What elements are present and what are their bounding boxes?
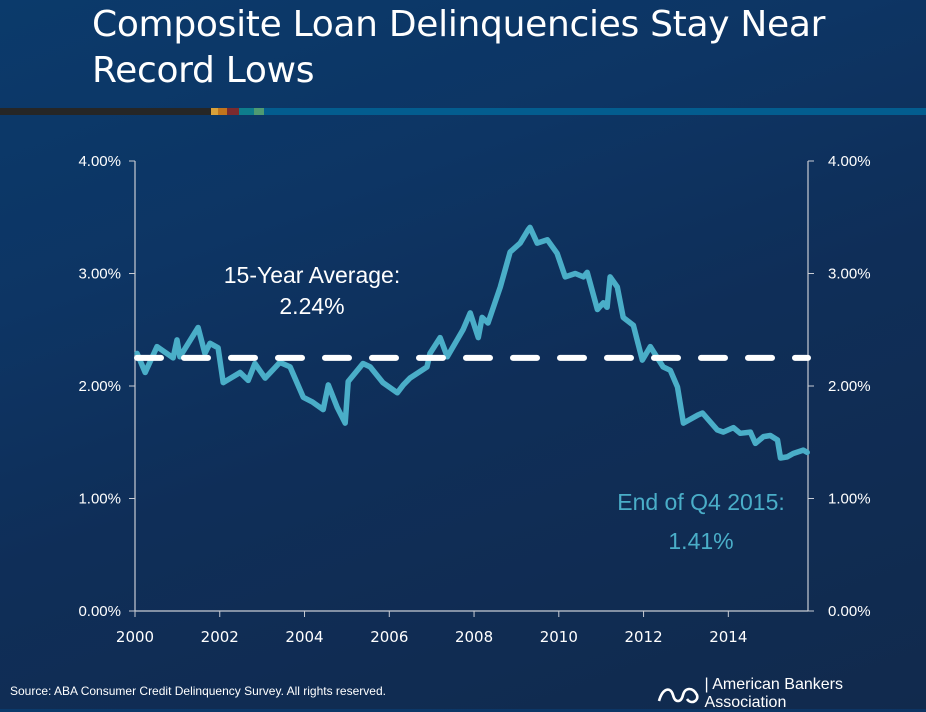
delinquency-series-line	[134, 224, 810, 461]
logo-text: | American Bankers Association	[704, 676, 843, 711]
accent-bar-dark	[0, 108, 211, 115]
x-tick-label: 2014	[709, 628, 747, 646]
accent-bar-seg	[254, 108, 264, 115]
source-note: Source: ABA Consumer Credit Delinquency …	[10, 684, 386, 698]
average-label-line2: 2.24%	[279, 293, 344, 319]
aba-logo: | American Bankers Association	[657, 676, 926, 712]
y-tick-label-right: 3.00%	[828, 266, 871, 283]
y-tick-label-left: 0.00%	[78, 603, 121, 620]
accent-bar-seg	[218, 108, 227, 115]
y-tick-label-left: 1.00%	[78, 491, 121, 508]
end-annotation-line1: End of Q4 2015:	[617, 489, 785, 515]
x-tick-label: 2008	[455, 628, 493, 646]
y-tick-label-right: 1.00%	[828, 491, 871, 508]
y-tick-label-left: 3.00%	[78, 266, 121, 283]
end-annotation-line2: 1.41%	[668, 528, 733, 554]
accent-bar-seg	[227, 108, 239, 115]
y-tick-label-left: 4.00%	[78, 153, 121, 170]
accent-bar-seg	[264, 108, 926, 115]
page-title: Composite Loan Delinquencies Stay Near R…	[92, 2, 825, 94]
x-tick-label: 2002	[201, 628, 239, 646]
average-label-line1: 15-Year Average:	[224, 262, 400, 288]
accent-bar-seg	[211, 108, 218, 115]
aba-logo-icon	[657, 687, 699, 704]
x-tick-label: 2004	[285, 628, 323, 646]
accent-bar-seg	[239, 108, 254, 115]
x-tick-label: 2006	[370, 628, 408, 646]
y-tick-label-right: 2.00%	[828, 378, 871, 395]
x-tick-label: 2012	[624, 628, 662, 646]
title-line-1: Composite Loan Delinquencies Stay Near	[92, 4, 826, 45]
y-tick-label-right: 0.00%	[828, 603, 871, 620]
x-tick-label: 2000	[116, 628, 154, 646]
title-line-2: Record Lows	[92, 50, 315, 91]
y-tick-label-left: 2.00%	[78, 378, 121, 395]
x-tick-label: 2010	[540, 628, 578, 646]
y-tick-label-right: 4.00%	[828, 153, 871, 170]
